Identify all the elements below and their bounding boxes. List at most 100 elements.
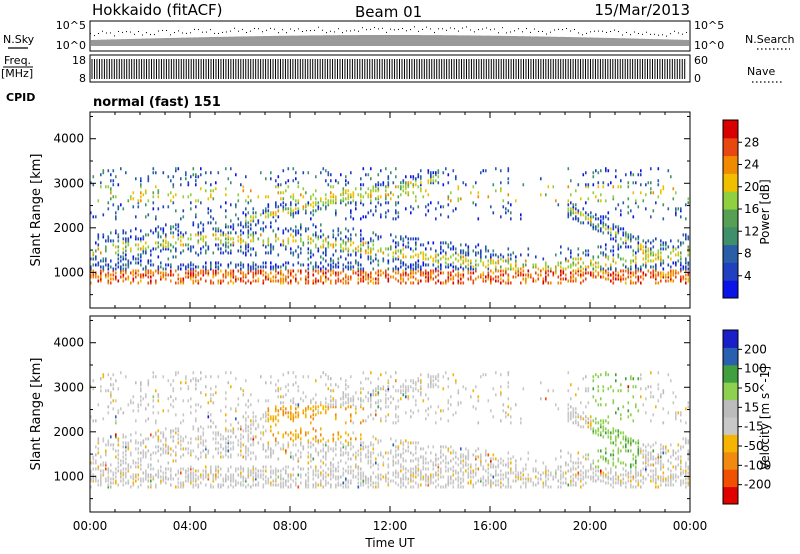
velocity-cell — [305, 433, 307, 437]
power-cell — [670, 265, 672, 269]
power-cell — [447, 277, 450, 281]
power-cell — [142, 273, 145, 277]
power-cell — [360, 253, 362, 257]
velocity-cell — [145, 453, 147, 457]
power-cell — [342, 269, 345, 273]
power-cell — [372, 187, 375, 191]
velocity-cell — [140, 389, 142, 393]
power-cell — [687, 253, 690, 257]
velocity-cell — [205, 475, 207, 479]
power-cell — [605, 247, 607, 251]
power-cell — [325, 259, 327, 263]
power-cell — [377, 197, 380, 201]
velocity-cell — [137, 457, 140, 461]
power-cell — [422, 273, 425, 277]
power-cell — [240, 249, 242, 253]
power-colorbar-label: Power [dB] — [758, 179, 772, 244]
power-cell — [507, 193, 510, 197]
power-cell — [687, 261, 690, 265]
velocity-cell — [265, 449, 267, 453]
power-cell — [382, 259, 385, 263]
nsearch-point — [402, 28, 403, 30]
power-cell — [307, 171, 310, 175]
power-cell — [547, 265, 550, 269]
power-cell — [412, 271, 415, 275]
power-cell — [297, 181, 300, 185]
velocity-cell — [157, 471, 160, 475]
power-cell — [165, 273, 167, 277]
power-cell — [97, 261, 100, 265]
power-cell — [352, 269, 355, 273]
power-cell — [582, 261, 585, 265]
velocity-cell — [255, 475, 257, 479]
power-cell — [405, 281, 407, 285]
velocity-cell — [165, 475, 167, 479]
velocity-cell — [182, 413, 185, 417]
power-cell — [670, 251, 672, 255]
velocity-cell — [320, 471, 322, 475]
power-cell — [377, 249, 380, 253]
power-cell — [275, 201, 277, 205]
power-cell — [235, 231, 237, 235]
power-cell — [612, 257, 615, 261]
power-cell — [190, 245, 192, 249]
power-cell — [120, 269, 122, 273]
power-cell — [417, 237, 420, 241]
power-cell — [107, 279, 110, 283]
velocity-cell — [155, 419, 157, 423]
power-cell — [282, 241, 285, 245]
velocity-cell — [252, 423, 255, 427]
velocity-cell — [335, 477, 337, 481]
power-cell — [607, 257, 610, 261]
power-cell — [275, 279, 277, 283]
velocity-cell — [95, 467, 97, 471]
power-cell — [492, 261, 495, 265]
power-cell — [185, 231, 187, 235]
power-cell — [357, 245, 360, 249]
power-cell — [317, 265, 320, 269]
power-cell — [227, 251, 230, 255]
velocity-cell — [262, 433, 265, 437]
power-cell — [177, 237, 180, 241]
velocity-cell — [137, 451, 140, 455]
nsearch-point — [234, 27, 235, 29]
velocity-cell — [332, 397, 335, 401]
power-cell — [432, 277, 435, 281]
power-cell — [422, 243, 425, 247]
velocity-cell — [192, 449, 195, 453]
power-cell — [142, 251, 145, 255]
power-cell — [620, 209, 622, 213]
velocity-cell — [210, 413, 212, 417]
power-cell — [487, 267, 490, 271]
velocity-cell — [257, 481, 260, 485]
velocity-cell — [242, 469, 245, 473]
velocity-cell — [197, 437, 200, 441]
power-cell — [230, 279, 232, 283]
power-cell — [202, 265, 205, 269]
velocity-cell — [252, 469, 255, 473]
power-cell — [265, 275, 267, 279]
nave-tick-low: 0 — [694, 72, 701, 85]
power-cell — [100, 271, 102, 275]
velocity-cell — [97, 479, 100, 483]
power-cell — [362, 269, 365, 273]
velocity-cell — [315, 429, 317, 433]
velocity-cell — [272, 451, 275, 455]
velocity-cell — [180, 381, 182, 385]
velocity-cell — [122, 483, 125, 487]
power-cell — [545, 275, 547, 279]
power-cell — [400, 193, 402, 197]
power-cell — [245, 273, 247, 277]
velocity-cell — [295, 481, 297, 485]
velocity-cell — [287, 433, 290, 437]
power-cell — [402, 269, 405, 273]
velocity-cell — [232, 429, 235, 433]
velocity-cell — [215, 431, 217, 435]
power-cell — [612, 281, 615, 285]
power-cell — [412, 191, 415, 195]
power-cell — [162, 171, 165, 175]
velocity-cell — [325, 373, 327, 377]
power-cell — [270, 271, 272, 275]
velocity-cell — [295, 407, 297, 411]
power-cell — [237, 263, 240, 267]
